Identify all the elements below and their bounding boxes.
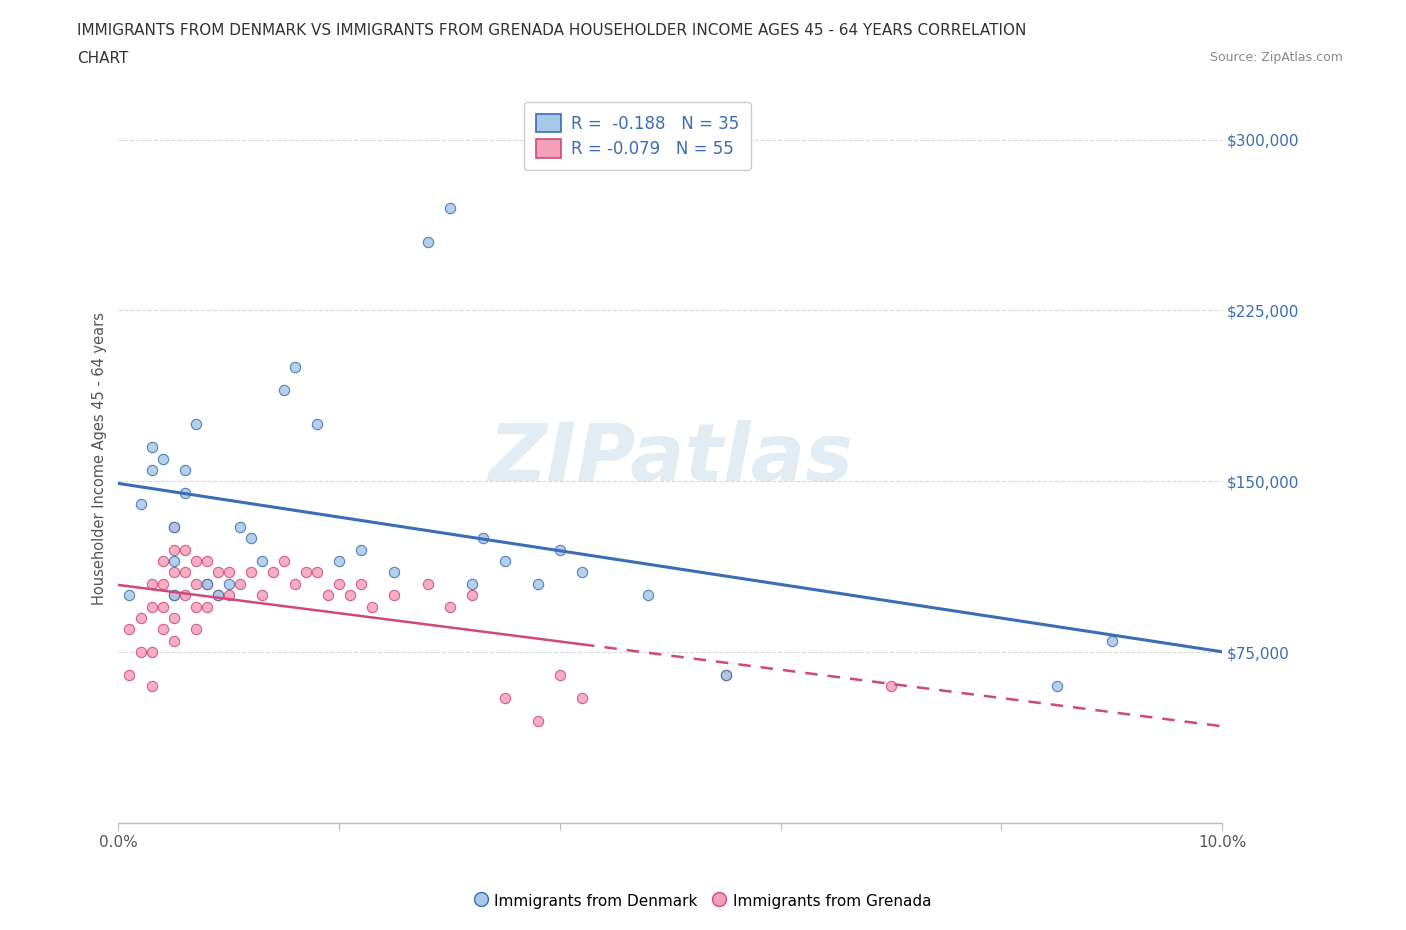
Point	[229, 577, 252, 591]
Point	[184, 577, 207, 591]
Point	[284, 577, 307, 591]
Point	[384, 588, 406, 603]
Point	[218, 577, 240, 591]
Point	[548, 668, 571, 683]
Point	[350, 577, 373, 591]
Point	[118, 622, 141, 637]
Point	[173, 485, 195, 500]
Point	[118, 588, 141, 603]
Point	[173, 565, 195, 580]
Point	[129, 611, 152, 626]
Point	[118, 668, 141, 683]
Point	[207, 588, 229, 603]
Legend: R =  -0.188   N = 35, R = -0.079   N = 55: R = -0.188 N = 35, R = -0.079 N = 55	[524, 102, 751, 169]
Point	[262, 565, 284, 580]
Point	[184, 599, 207, 614]
Point	[162, 588, 184, 603]
Point	[162, 542, 184, 557]
Point	[361, 599, 384, 614]
Point	[494, 690, 516, 705]
Point	[207, 565, 229, 580]
Point	[460, 577, 482, 591]
Point	[439, 201, 461, 216]
Point	[273, 553, 295, 568]
Point	[162, 520, 184, 535]
Point	[494, 553, 516, 568]
Point	[714, 668, 737, 683]
Point	[239, 531, 262, 546]
Point	[471, 531, 494, 546]
Point	[218, 588, 240, 603]
Point	[384, 565, 406, 580]
Point	[152, 599, 174, 614]
Point	[162, 633, 184, 648]
Point	[152, 577, 174, 591]
Point	[173, 542, 195, 557]
Point	[527, 713, 550, 728]
Point	[162, 553, 184, 568]
Point	[307, 565, 329, 580]
Point	[527, 577, 550, 591]
Point	[173, 588, 195, 603]
Point	[273, 383, 295, 398]
Point	[637, 588, 659, 603]
Point	[162, 565, 184, 580]
Point	[239, 565, 262, 580]
Point	[141, 599, 163, 614]
Point	[250, 553, 273, 568]
Point	[184, 622, 207, 637]
Point	[218, 565, 240, 580]
Text: CHART: CHART	[77, 51, 129, 66]
Text: ZIPatlas: ZIPatlas	[488, 419, 853, 498]
Point	[184, 553, 207, 568]
Point	[229, 520, 252, 535]
Point	[162, 520, 184, 535]
Point	[250, 588, 273, 603]
Point	[184, 417, 207, 432]
Point	[162, 611, 184, 626]
Point	[548, 542, 571, 557]
Point	[328, 577, 350, 591]
Point	[1046, 679, 1069, 694]
Point	[571, 565, 593, 580]
Point	[195, 553, 218, 568]
Text: Source: ZipAtlas.com: Source: ZipAtlas.com	[1209, 51, 1343, 64]
Point	[880, 679, 903, 694]
Point	[152, 451, 174, 466]
Point	[284, 360, 307, 375]
Point	[714, 668, 737, 683]
Y-axis label: Householder Income Ages 45 - 64 years: Householder Income Ages 45 - 64 years	[93, 312, 107, 605]
Point	[141, 644, 163, 659]
Point	[439, 599, 461, 614]
Point	[295, 565, 318, 580]
Point	[173, 462, 195, 477]
Legend: Immigrants from Denmark, Immigrants from Grenada: Immigrants from Denmark, Immigrants from…	[468, 886, 938, 915]
Point	[416, 234, 439, 249]
Point	[195, 577, 218, 591]
Point	[129, 497, 152, 512]
Point	[316, 588, 339, 603]
Point	[307, 417, 329, 432]
Point	[141, 679, 163, 694]
Point	[141, 577, 163, 591]
Point	[328, 553, 350, 568]
Point	[1101, 633, 1123, 648]
Point	[195, 599, 218, 614]
Point	[152, 622, 174, 637]
Point	[207, 588, 229, 603]
Point	[416, 577, 439, 591]
Point	[350, 542, 373, 557]
Point	[460, 588, 482, 603]
Point	[162, 588, 184, 603]
Point	[195, 577, 218, 591]
Point	[339, 588, 361, 603]
Point	[571, 690, 593, 705]
Text: IMMIGRANTS FROM DENMARK VS IMMIGRANTS FROM GRENADA HOUSEHOLDER INCOME AGES 45 - : IMMIGRANTS FROM DENMARK VS IMMIGRANTS FR…	[77, 23, 1026, 38]
Point	[152, 553, 174, 568]
Point	[141, 440, 163, 455]
Point	[141, 462, 163, 477]
Point	[129, 644, 152, 659]
